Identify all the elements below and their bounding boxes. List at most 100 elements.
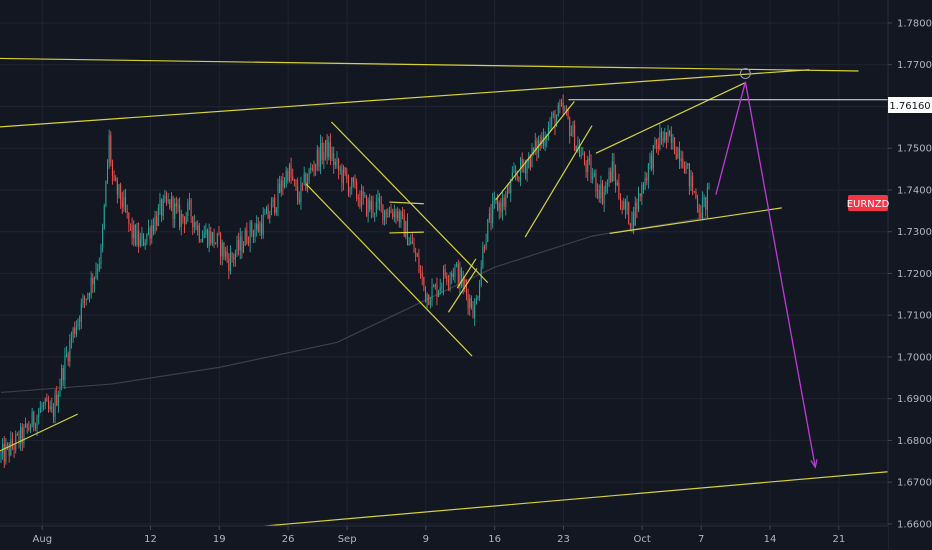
candle-body bbox=[244, 229, 246, 246]
candle-body bbox=[147, 227, 149, 234]
yellow-trendline-11[interactable] bbox=[595, 82, 745, 154]
candle-body bbox=[387, 215, 389, 217]
candle-body bbox=[700, 212, 702, 219]
candles bbox=[0, 94, 710, 468]
candle-body bbox=[651, 155, 653, 169]
candle-body bbox=[346, 173, 348, 180]
candle-body bbox=[249, 221, 251, 244]
candle-body bbox=[195, 222, 197, 230]
candle-body bbox=[20, 427, 22, 444]
yellow-trendline-7[interactable] bbox=[447, 268, 478, 313]
candle-body bbox=[288, 165, 290, 181]
time-axis[interactable]: Aug 12 19 26 Sep 9 16 23 Oct 7 14 21 bbox=[33, 526, 846, 545]
yellow-trendline-13[interactable] bbox=[231, 471, 889, 530]
candle-body bbox=[87, 293, 89, 299]
candle-body bbox=[529, 156, 531, 168]
candle-body bbox=[620, 197, 622, 209]
candle-body bbox=[628, 202, 630, 225]
yellow-trendline-2[interactable] bbox=[0, 413, 78, 452]
candle-body bbox=[415, 252, 417, 254]
candle-body bbox=[434, 284, 436, 287]
candle-body bbox=[43, 404, 45, 407]
candle-body bbox=[588, 158, 590, 162]
candle-body bbox=[69, 340, 71, 362]
candle-body bbox=[408, 243, 410, 246]
candle-body bbox=[449, 277, 451, 283]
candle-body bbox=[697, 198, 699, 209]
candle-body bbox=[133, 225, 135, 239]
candle-body bbox=[454, 265, 456, 277]
candle-body bbox=[74, 327, 76, 334]
candle-body bbox=[649, 155, 651, 164]
candle-body bbox=[493, 198, 495, 202]
y-tick-label: 1.75000 bbox=[897, 144, 932, 155]
candle-body bbox=[393, 210, 395, 218]
candle-body bbox=[77, 320, 79, 327]
candle-body bbox=[293, 179, 295, 181]
candle-body bbox=[275, 208, 277, 213]
candle-body bbox=[115, 177, 117, 182]
price-badge-label: 1.76160 bbox=[889, 101, 930, 112]
candle-body bbox=[402, 211, 404, 215]
circle-marker[interactable] bbox=[739, 67, 751, 79]
candle-body bbox=[316, 149, 318, 165]
candle-body bbox=[461, 269, 463, 287]
candle-body bbox=[698, 208, 700, 213]
yellow-trendline-0[interactable] bbox=[0, 57, 859, 72]
x-tick-label: 21 bbox=[832, 534, 845, 545]
yellow-trendline-9[interactable] bbox=[495, 101, 575, 201]
yellow-trendline-10[interactable] bbox=[524, 125, 593, 238]
yellow-trendline-4[interactable] bbox=[330, 121, 489, 284]
candle-body bbox=[329, 142, 331, 160]
candle-body bbox=[590, 161, 592, 179]
candle-body bbox=[280, 180, 282, 193]
candle-body bbox=[270, 202, 272, 216]
candle-body bbox=[193, 222, 195, 228]
candle-body bbox=[247, 243, 249, 245]
yellow-trendline-6[interactable] bbox=[389, 231, 424, 234]
candle-body bbox=[64, 354, 66, 380]
candle-body bbox=[88, 293, 90, 296]
candle-body bbox=[416, 253, 418, 257]
candle-body bbox=[300, 182, 302, 202]
candle-body bbox=[372, 201, 374, 214]
candle-body bbox=[606, 182, 608, 185]
x-tick-label: 23 bbox=[557, 534, 570, 545]
candle-body bbox=[502, 198, 504, 213]
candle-body bbox=[500, 203, 502, 213]
candle-body bbox=[265, 207, 268, 215]
candle-body bbox=[333, 153, 335, 165]
y-tick-label: 1.71000 bbox=[897, 311, 932, 322]
candle-body bbox=[485, 241, 487, 249]
candle-body bbox=[318, 149, 320, 167]
projection-path[interactable] bbox=[715, 81, 816, 468]
candle-body bbox=[344, 167, 346, 174]
candle-body bbox=[336, 159, 338, 162]
yellow-trendline-12[interactable] bbox=[609, 207, 782, 234]
candle-body bbox=[203, 234, 205, 238]
candle-body bbox=[382, 204, 384, 221]
candle-body bbox=[0, 453, 2, 458]
candle-body bbox=[287, 171, 289, 181]
candle-body bbox=[365, 195, 367, 216]
candle-body bbox=[15, 434, 17, 450]
candle-body bbox=[392, 213, 394, 218]
candle-body bbox=[547, 126, 549, 138]
candle-body bbox=[515, 171, 517, 175]
candle-body bbox=[633, 212, 635, 226]
candle-body bbox=[483, 247, 485, 249]
candle-body bbox=[390, 210, 392, 214]
candle-body bbox=[564, 109, 566, 111]
yellow-trendline-8[interactable] bbox=[456, 258, 477, 289]
yellow-trendline-3[interactable] bbox=[305, 183, 473, 357]
yellow-trendline-1[interactable] bbox=[0, 69, 810, 128]
candle-body bbox=[321, 142, 323, 161]
candle-body bbox=[533, 147, 535, 151]
candle-body bbox=[156, 216, 158, 226]
candle-body bbox=[85, 298, 87, 300]
candle-body bbox=[48, 401, 50, 410]
yellow-trendline-5[interactable] bbox=[389, 201, 424, 205]
candle-body bbox=[429, 301, 431, 305]
candle-body bbox=[603, 192, 605, 204]
